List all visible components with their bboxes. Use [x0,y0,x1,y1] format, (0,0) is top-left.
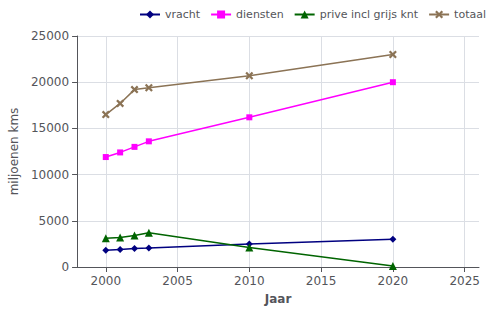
svg-text:Jaar: Jaar [264,292,292,306]
svg-text:vracht: vracht [165,8,201,21]
svg-text:20000: 20000 [31,75,69,89]
svg-text:15000: 15000 [31,121,69,135]
svg-text:2025: 2025 [449,274,480,288]
svg-text:2000: 2000 [91,274,122,288]
svg-text:10000: 10000 [31,168,69,182]
svg-text:2015: 2015 [306,274,337,288]
svg-text:prive incl grijs knt: prive incl grijs knt [320,8,419,21]
svg-text:2010: 2010 [234,274,265,288]
svg-text:2005: 2005 [162,274,193,288]
svg-text:miljoenen kms: miljoenen kms [7,108,21,196]
svg-text:diensten: diensten [236,8,284,21]
svg-text:5000: 5000 [39,214,70,228]
svg-text:2020: 2020 [378,274,409,288]
svg-text:0: 0 [61,260,69,274]
svg-text:25000: 25000 [31,29,69,43]
svg-text:totaal: totaal [454,8,486,21]
